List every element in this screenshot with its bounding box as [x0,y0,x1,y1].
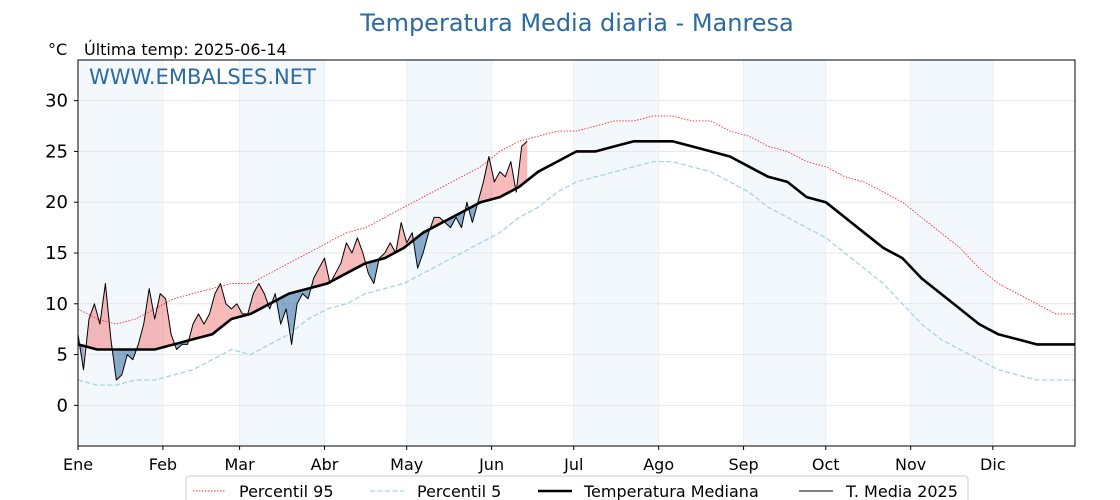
x-tick-label: Mar [225,455,256,474]
x-tick-label: May [390,455,423,474]
anomaly-fill-warm [346,242,352,274]
anomaly-fill-cold [302,288,309,299]
anomaly-fill-warm [340,242,347,277]
y-tick-label: 25 [45,141,68,162]
anomaly-fill-cold [461,202,467,228]
anomaly-fill-warm [231,303,237,319]
x-tick-label: Oct [812,455,840,474]
anomaly-fill-warm [143,288,150,350]
anomaly-fill-warm [193,313,199,340]
anomaly-fill-warm [357,237,363,268]
series-lines [77,115,1075,386]
anomaly-fill-warm [89,303,95,349]
legend-label-p5: Percentil 5 [417,482,501,500]
anomaly-fill-warm [319,258,325,286]
y-tick-label: 20 [45,192,68,213]
unit-label: °C [48,40,67,59]
y-tick-label: 0 [57,395,68,416]
anomaly-fill-warm [149,288,155,350]
anomaly-fill-warm [335,263,341,280]
y-tick-label: 10 [45,294,68,315]
anomaly-fill-warm [499,171,506,198]
anomaly-fill-warm [384,242,391,259]
anomaly-fill-warm [209,293,215,335]
anomaly-fill-cold [116,349,122,380]
legend-frame [185,475,969,500]
anomaly-fill-warm [99,283,106,350]
anomaly-fill-cold [417,232,424,269]
anomaly-fill-warm [521,141,528,185]
last-temp-label: Última temp: 2025-06-14 [84,40,287,59]
legend-label-p95: Percentil 95 [239,482,334,500]
y-tick-label: 15 [45,243,68,264]
anomaly-fill-warm [258,283,265,310]
x-tick-label: Dic [980,455,1006,474]
chart-title: Temperatura Media diaria - Manresa [359,9,794,37]
anomaly-fill-warm [351,237,358,271]
x-tick-label: Ago [643,455,674,474]
anomaly-fill-warm [483,156,489,202]
anomaly-fill-warm [313,268,319,288]
y-tick-label: 30 [45,91,68,112]
legend-label-mediana: Temperatura Mediana [583,482,759,500]
x-tick-label: Ene [63,455,93,474]
anomaly-fill-warm [204,313,210,337]
x-tick-label: Nov [895,455,926,474]
series-line-2025 [77,140,528,381]
x-axis: Ene Feb Mar Abr May Jun Jul Ago Sep Oct Nov Dic [63,446,1006,474]
anomaly-fill-warm [154,293,161,350]
x-tick-label: Sep [729,455,759,474]
x-tick-label: Feb [149,455,177,474]
x-tick-label: Jun [478,455,504,474]
anomaly-fill-warm [160,293,166,348]
anomaly-fill-warm [253,283,259,313]
legend: Percentil 95 Percentil 5 Temperatura Med… [185,475,969,500]
anomaly-fill-warm [215,283,221,333]
anomaly-fill-warm [505,161,511,195]
series-line-mediana [77,140,1075,351]
anomaly-fill-warm [488,156,495,200]
grid-lines [77,60,1075,446]
legend-label-2025: T. Media 2025 [845,482,958,500]
anomaly-fill-warm [220,283,226,328]
anomaly-fill-warm [494,171,500,199]
anomaly-fill-cold [368,261,374,284]
y-tick-label: 5 [57,345,68,366]
watermark: WWW.EMBALSES.NET [89,65,316,89]
anomaly-fill-warm [94,303,100,350]
y-axis: 0 5 10 15 20 25 30 [45,91,78,416]
x-tick-label: Abr [311,455,339,474]
x-tick-label: Jul [563,455,583,474]
anomaly-fill-cold [456,212,462,228]
anomaly-fill-cold [127,349,133,360]
series-line-percentil-95 [77,115,1075,325]
anomaly-fill-warm [198,313,204,338]
anomaly-fill-cold [280,295,287,325]
anomaly-fill-cold [286,292,292,345]
series-line-percentil-5 [77,160,1075,386]
